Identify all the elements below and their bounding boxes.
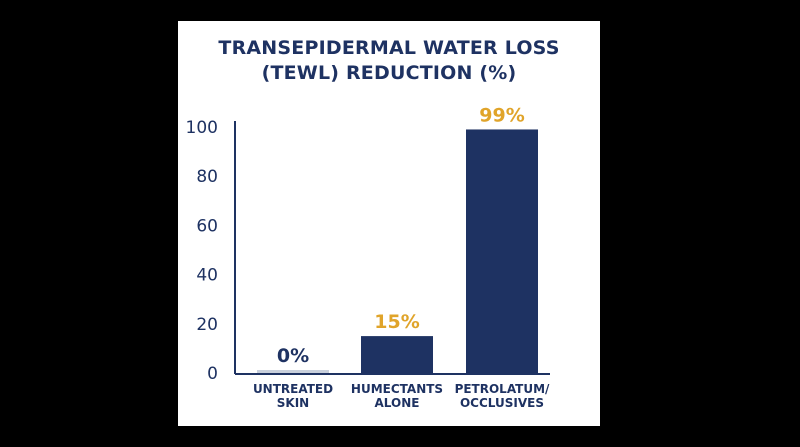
y-tick-label: 0 — [207, 364, 218, 384]
x-category-label: HUMECTANTS — [351, 382, 443, 396]
x-category-label: ALONE — [375, 396, 420, 410]
chart-title-line-1: TRANSEPIDERMAL WATER LOSS — [218, 37, 560, 59]
bar — [257, 370, 329, 373]
data-label: 0% — [277, 345, 309, 367]
x-category-label: PETROLATUM/ — [455, 382, 550, 396]
y-tick-label: 100 — [186, 118, 218, 138]
data-label: 99% — [479, 104, 524, 126]
x-category-label: OCCLUSIVES — [460, 396, 544, 410]
data-label: 15% — [374, 311, 419, 333]
bar — [466, 129, 538, 373]
chart-title-line-2: (TEWL) REDUCTION (%) — [261, 62, 517, 84]
x-category-label: UNTREATED — [253, 382, 333, 396]
y-tick-label: 20 — [196, 315, 218, 335]
y-tick-label: 60 — [196, 216, 218, 236]
chart-card: TRANSEPIDERMAL WATER LOSS (TEWL) REDUCTI… — [178, 21, 600, 426]
x-category-label: SKIN — [277, 396, 309, 410]
bar — [361, 336, 433, 373]
y-tick-label: 80 — [196, 167, 218, 187]
y-tick-label: 40 — [196, 266, 218, 286]
